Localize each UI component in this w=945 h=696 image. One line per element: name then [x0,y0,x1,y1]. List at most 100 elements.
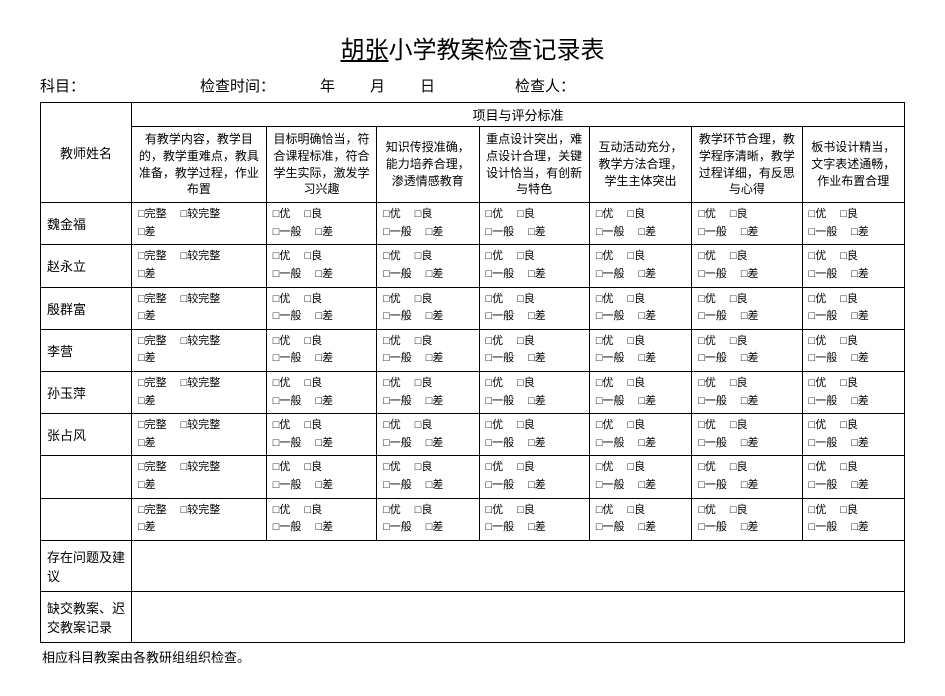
checkbox-option[interactable]: □良 [415,502,433,520]
checkbox-option[interactable]: □良 [415,459,433,477]
checkbox-option[interactable]: □良 [730,291,748,309]
checkbox-option[interactable]: □差 [638,266,656,284]
checkbox-option[interactable]: □优 [809,417,827,435]
checkbox-option[interactable]: □一般 [698,350,727,368]
checkbox-option[interactable]: □良 [840,375,858,393]
checkbox-option[interactable]: □差 [528,224,546,242]
checkbox-option[interactable]: □一般 [809,435,838,453]
checkbox-option[interactable]: □一般 [698,266,727,284]
checkbox-option[interactable]: □完整 [138,206,167,224]
checkbox-option[interactable]: □一般 [273,350,302,368]
checkbox-option[interactable]: □优 [596,291,614,309]
checkbox-option[interactable]: □优 [273,248,291,266]
checkbox-option[interactable]: □差 [528,393,546,411]
checkbox-option[interactable]: □良 [517,375,535,393]
checkbox-option[interactable]: □优 [596,206,614,224]
checkbox-option[interactable]: □良 [627,502,645,520]
checkbox-option[interactable]: □良 [840,417,858,435]
checkbox-option[interactable]: □一般 [383,224,412,242]
checkbox-option[interactable]: □差 [741,477,759,495]
checkbox-option[interactable]: □一般 [273,393,302,411]
checkbox-option[interactable]: □优 [383,417,401,435]
checkbox-option[interactable]: □一般 [596,393,625,411]
checkbox-option[interactable]: □优 [383,333,401,351]
checkbox-option[interactable]: □良 [517,459,535,477]
checkbox-option[interactable]: □较完整 [181,502,221,520]
checkbox-option[interactable]: □差 [426,435,444,453]
checkbox-option[interactable]: □一般 [698,308,727,326]
checkbox-option[interactable]: □一般 [809,519,838,537]
checkbox-option[interactable]: □优 [273,375,291,393]
checkbox-option[interactable]: □优 [698,333,716,351]
checkbox-option[interactable]: □优 [596,248,614,266]
checkbox-option[interactable]: □差 [138,350,156,368]
checkbox-option[interactable]: □一般 [596,308,625,326]
checkbox-option[interactable]: □优 [809,248,827,266]
checkbox-option[interactable]: □良 [730,417,748,435]
checkbox-option[interactable]: □优 [383,248,401,266]
checkbox-option[interactable]: □差 [315,519,333,537]
checkbox-option[interactable]: □优 [486,375,504,393]
checkbox-option[interactable]: □一般 [383,350,412,368]
checkbox-option[interactable]: □优 [809,291,827,309]
checkbox-option[interactable]: □差 [315,393,333,411]
checkbox-option[interactable]: □完整 [138,459,167,477]
checkbox-option[interactable]: □优 [809,459,827,477]
checkbox-option[interactable]: □差 [638,393,656,411]
checkbox-option[interactable]: □差 [528,477,546,495]
checkbox-option[interactable]: □差 [638,435,656,453]
checkbox-option[interactable]: □差 [638,224,656,242]
checkbox-option[interactable]: □良 [730,375,748,393]
checkbox-option[interactable]: □良 [627,291,645,309]
checkbox-option[interactable]: □差 [851,477,869,495]
checkbox-option[interactable]: □良 [840,291,858,309]
checkbox-option[interactable]: □一般 [383,393,412,411]
checkbox-option[interactable]: □差 [138,393,156,411]
checkbox-option[interactable]: □差 [315,477,333,495]
checkbox-option[interactable]: □一般 [596,266,625,284]
checkbox-option[interactable]: □差 [528,308,546,326]
checkbox-option[interactable]: □一般 [809,266,838,284]
checkbox-option[interactable]: □良 [517,417,535,435]
checkbox-option[interactable]: □较完整 [181,459,221,477]
checkbox-option[interactable]: □较完整 [181,291,221,309]
checkbox-option[interactable]: □差 [315,350,333,368]
checkbox-option[interactable]: □良 [304,291,322,309]
checkbox-option[interactable]: □优 [383,291,401,309]
checkbox-option[interactable]: □良 [304,375,322,393]
checkbox-option[interactable]: □一般 [596,477,625,495]
checkbox-option[interactable]: □差 [741,519,759,537]
checkbox-option[interactable]: □优 [698,459,716,477]
checkbox-option[interactable]: □差 [426,477,444,495]
checkbox-option[interactable]: □良 [415,375,433,393]
checkbox-option[interactable]: □差 [741,308,759,326]
checkbox-option[interactable]: □优 [596,502,614,520]
checkbox-option[interactable]: □优 [383,206,401,224]
checkbox-option[interactable]: □差 [138,519,156,537]
checkbox-option[interactable]: □一般 [809,308,838,326]
checkbox-option[interactable]: □差 [138,477,156,495]
checkbox-option[interactable]: □优 [596,333,614,351]
checkbox-option[interactable]: □一般 [486,393,515,411]
checkbox-option[interactable]: □优 [486,417,504,435]
checkbox-option[interactable]: □优 [486,502,504,520]
checkbox-option[interactable]: □良 [730,459,748,477]
checkbox-option[interactable]: □差 [315,435,333,453]
checkbox-option[interactable]: □良 [415,248,433,266]
checkbox-option[interactable]: □一般 [383,519,412,537]
checkbox-option[interactable]: □差 [138,224,156,242]
checkbox-option[interactable]: □一般 [486,435,515,453]
checkbox-option[interactable]: □完整 [138,502,167,520]
checkbox-option[interactable]: □一般 [809,393,838,411]
checkbox-option[interactable]: □一般 [596,224,625,242]
checkbox-option[interactable]: □优 [273,417,291,435]
checkbox-option[interactable]: □一般 [596,435,625,453]
checkbox-option[interactable]: □优 [596,417,614,435]
checkbox-option[interactable]: □优 [698,248,716,266]
checkbox-option[interactable]: □良 [840,502,858,520]
checkbox-option[interactable]: □一般 [273,519,302,537]
checkbox-option[interactable]: □优 [486,248,504,266]
checkbox-option[interactable]: □较完整 [181,248,221,266]
checkbox-option[interactable]: □差 [851,350,869,368]
checkbox-option[interactable]: □优 [698,291,716,309]
